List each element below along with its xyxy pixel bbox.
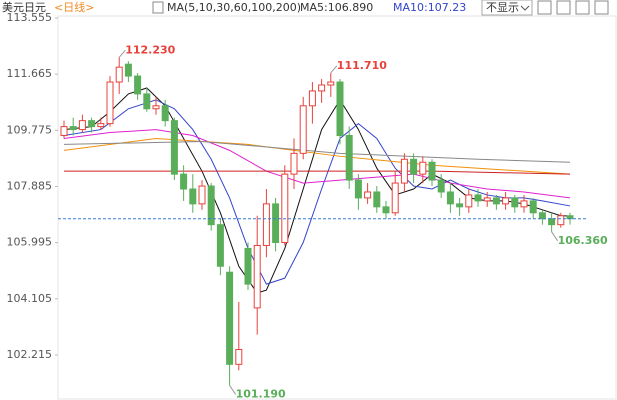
- candle-body: [106, 81, 114, 125]
- candle-body: [364, 191, 372, 199]
- candle-body: [281, 173, 289, 243]
- annotation-pointer: [118, 50, 126, 58]
- candle-body: [124, 63, 132, 77]
- ma-line: [63, 99, 571, 285]
- candle-body: [446, 191, 454, 205]
- candle-body: [557, 215, 565, 226]
- candle-body: [437, 179, 445, 193]
- candle-body: [529, 200, 537, 214]
- ma-icon[interactable]: [152, 1, 164, 14]
- candle-body: [115, 66, 123, 83]
- candle-body: [253, 244, 261, 309]
- y-tick-label: 113.555: [7, 11, 53, 24]
- candle-body: [318, 84, 326, 92]
- chart-title: 美元日元: [2, 1, 46, 14]
- annotation: 106.360: [558, 234, 608, 247]
- candle-body: [143, 93, 151, 110]
- annotation: 111.710: [337, 59, 387, 72]
- candle-body: [216, 224, 224, 267]
- ma5-label: MA5:106.890: [300, 1, 373, 14]
- tool-icon[interactable]: [594, 0, 609, 15]
- candle-body: [88, 120, 96, 128]
- candle-body: [262, 203, 270, 246]
- ma-line: [63, 137, 571, 175]
- y-tick-label: 111.665: [7, 67, 53, 80]
- annotation: 101.190: [236, 387, 286, 400]
- annotation-pointer: [551, 231, 559, 242]
- candle-body: [170, 120, 178, 175]
- ma10-label: MA10:107.23: [393, 1, 466, 14]
- candle-body: [520, 200, 528, 208]
- candle-body: [78, 120, 86, 131]
- y-tick-label: 104.105: [7, 292, 53, 305]
- candle-body: [180, 173, 188, 190]
- candle-body: [419, 161, 427, 175]
- ma-line: [63, 129, 571, 199]
- annotation-pointer: [229, 385, 237, 395]
- candle-body: [492, 197, 500, 205]
- tool-icon[interactable]: [575, 0, 590, 15]
- y-tick-label: 107.885: [7, 179, 53, 192]
- candle-body: [244, 247, 252, 285]
- candle-body: [69, 126, 77, 131]
- candle-body: [483, 197, 491, 202]
- candle-body: [538, 212, 546, 220]
- candle-body: [272, 203, 280, 243]
- candle-body: [336, 81, 344, 137]
- candle-body: [226, 271, 234, 365]
- annotation-pointer: [330, 65, 338, 74]
- candle-body: [327, 81, 335, 86]
- tool-icon[interactable]: [556, 0, 571, 15]
- candle-body: [410, 158, 418, 175]
- y-tick-label: 105.995: [7, 236, 53, 249]
- candle-body: [428, 161, 436, 181]
- period[interactable]: <日线>: [54, 0, 94, 14]
- candle-body: [345, 135, 353, 181]
- candle-body: [299, 105, 307, 154]
- candle-body: [548, 218, 556, 226]
- dropdown-text[interactable]: 不显示: [486, 1, 519, 14]
- candle-body: [308, 90, 316, 107]
- ma-line: [64, 170, 571, 175]
- candle-body: [189, 188, 197, 205]
- candle-body: [235, 348, 243, 365]
- candle-body: [97, 123, 105, 128]
- candle-body: [456, 203, 464, 208]
- annotation: 112.230: [125, 43, 175, 56]
- candle-body: [60, 126, 68, 137]
- plot-frame: [57, 15, 617, 400]
- candle-body: [290, 152, 298, 175]
- y-tick-label: 102.215: [7, 348, 53, 361]
- candle-body: [382, 206, 390, 214]
- candle-body: [152, 105, 160, 110]
- ma-legend: MA(5,10,30,60,100,200): [167, 1, 301, 14]
- candle-body: [502, 197, 510, 205]
- candle-body: [474, 194, 482, 202]
- candle-body: [198, 185, 206, 205]
- candle-body: [391, 182, 399, 214]
- candle-body: [465, 194, 473, 208]
- candle-body: [354, 179, 362, 199]
- tool-icon[interactable]: [537, 0, 552, 15]
- candle-body: [161, 105, 169, 122]
- candle-body: [400, 158, 408, 184]
- dropdown[interactable]: [481, 0, 533, 16]
- candle-body: [373, 191, 381, 208]
- candle-body: [207, 185, 215, 226]
- ma-line: [63, 140, 571, 163]
- candle-body: [511, 197, 519, 208]
- dropdown-arrow[interactable]: [520, 5, 530, 11]
- ma-line: [63, 87, 571, 294]
- candle-body: [134, 75, 142, 95]
- y-tick-label: 109.775: [7, 123, 53, 136]
